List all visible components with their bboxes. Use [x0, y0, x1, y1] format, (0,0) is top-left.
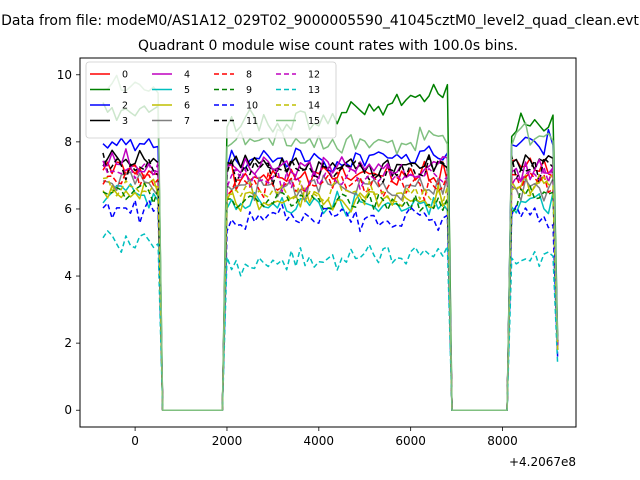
legend-label-6: 6: [184, 101, 190, 112]
series-line-0: [102, 157, 559, 411]
y-tick-label: 6: [64, 202, 72, 216]
legend-label-9: 9: [246, 85, 252, 96]
x-axis: 0 2000 4000 6000 8000: [131, 427, 518, 448]
legend-label-7: 7: [184, 116, 190, 127]
legend-label-13: 13: [308, 85, 320, 96]
series-line-4: [102, 148, 559, 411]
series-line-9: [102, 182, 559, 411]
legend-label-4: 4: [184, 70, 190, 81]
legend-label-11: 11: [246, 116, 258, 127]
series-line-2: [102, 128, 559, 411]
x-tick-label: 2000: [212, 434, 243, 448]
series-line-6: [102, 173, 559, 411]
legend-label-12: 12: [308, 70, 320, 81]
y-axis: 0 2 4 6 8 10: [57, 68, 80, 417]
series-line-13: [102, 230, 559, 411]
series-line-12: [102, 160, 559, 411]
series-line-15: [102, 74, 559, 411]
legend-label-5: 5: [184, 85, 190, 96]
series-line-10: [102, 199, 559, 411]
y-tick-label: 4: [64, 269, 72, 283]
legend-label-3: 3: [122, 116, 128, 127]
chart-title: Quadrant 0 module wise count rates with …: [138, 38, 518, 54]
series-line-8: [102, 164, 559, 411]
y-tick-label: 10: [57, 68, 72, 82]
legend-label-14: 14: [308, 101, 320, 112]
x-tick-label: 8000: [487, 434, 518, 448]
legend-label-8: 8: [246, 70, 252, 81]
legend-box: [85, 61, 337, 139]
x-offset-label: +4.2067e8: [509, 455, 576, 469]
y-tick-label: 2: [64, 336, 72, 350]
x-tick-label: 4000: [304, 434, 335, 448]
series-line-5: [102, 183, 559, 411]
plot-frame: [79, 57, 577, 428]
chart-suptitle: Data from file: modeM0/AS1A12_029T02_900…: [1, 13, 639, 29]
series-line-3: [102, 149, 559, 411]
legend-label-10: 10: [246, 101, 258, 112]
legend-label-2: 2: [122, 101, 128, 112]
legend-label-15: 15: [308, 116, 320, 127]
legend-label-0: 0: [122, 70, 128, 81]
x-tick-label: 6000: [395, 434, 426, 448]
y-tick-label: 8: [64, 135, 72, 149]
legend-label-1: 1: [122, 85, 128, 96]
y-tick-label: 0: [64, 403, 72, 417]
series-group: [102, 74, 559, 411]
x-tick-label: 0: [131, 434, 139, 448]
